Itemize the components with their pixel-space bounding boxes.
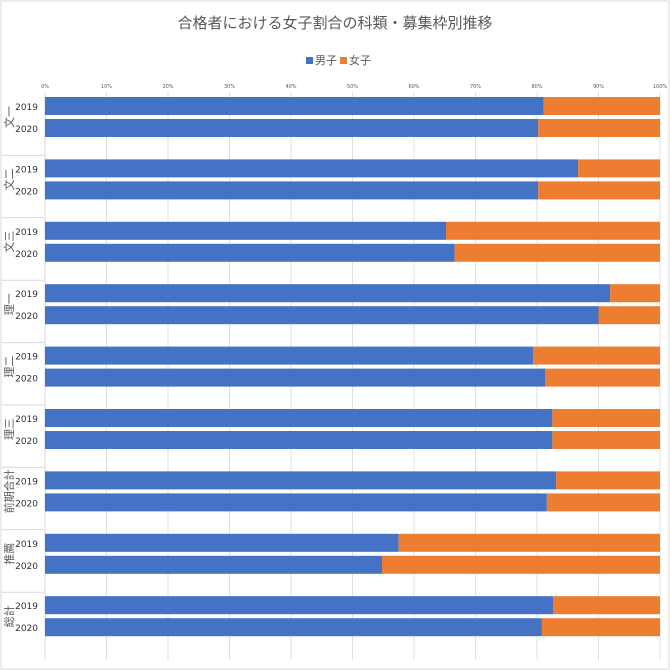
year-label-6-2019: 2019 xyxy=(15,477,38,487)
group-label-6: 前期合計 xyxy=(2,469,16,513)
legend-label-male: 男子 xyxy=(315,54,337,67)
legend-swatch-female xyxy=(340,57,347,64)
year-label-2-2020: 2020 xyxy=(15,250,38,260)
bar-male-0-2019 xyxy=(45,97,544,115)
year-label-4-2019: 2019 xyxy=(15,353,38,363)
x-tick-label-9: 90% xyxy=(593,84,604,90)
bar-male-7-2019 xyxy=(45,533,399,552)
year-label-3-2020: 2020 xyxy=(15,312,38,322)
x-tick-label-6: 60% xyxy=(408,84,419,90)
year-label-2-2019: 2019 xyxy=(15,228,38,238)
group-label-5: 理三 xyxy=(3,418,16,440)
x-tick-label-10: 100% xyxy=(653,84,668,90)
bar-male-0-2020 xyxy=(45,119,539,137)
bar-female-3-2019 xyxy=(610,284,660,303)
year-label-8-2020: 2020 xyxy=(15,624,38,634)
legend: 男子 女子 xyxy=(306,53,371,67)
x-tick-label-2: 20% xyxy=(162,84,173,90)
bar-female-7-2019 xyxy=(398,533,660,552)
bar-male-6-2020 xyxy=(45,493,547,512)
bar-female-7-2020 xyxy=(382,555,660,574)
bar-female-4-2019 xyxy=(533,346,660,365)
bar-female-0-2019 xyxy=(543,97,660,115)
bar-male-7-2020 xyxy=(45,555,383,574)
group-label-7: 推薦 xyxy=(2,543,16,565)
x-tick-label-0: 0% xyxy=(41,84,49,90)
bar-male-4-2019 xyxy=(45,346,534,365)
bar-female-1-2020 xyxy=(538,181,660,200)
x-tick-label-3: 30% xyxy=(224,84,235,90)
legend-swatch-male xyxy=(306,57,313,64)
x-tick-label-7: 70% xyxy=(470,84,481,90)
category-labels: 20192020文一20192020文二20192020文三20192020理一… xyxy=(2,103,45,634)
x-tick-label-8: 80% xyxy=(531,84,542,90)
x-tick-label-1: 10% xyxy=(101,84,112,90)
year-label-5-2020: 2020 xyxy=(15,437,38,447)
bar-female-0-2020 xyxy=(538,119,660,137)
group-label-2: 文三 xyxy=(2,231,16,253)
bar-male-3-2019 xyxy=(45,284,611,303)
bar-male-8-2020 xyxy=(45,618,542,637)
year-label-7-2020: 2020 xyxy=(15,562,38,572)
bar-female-5-2019 xyxy=(552,409,660,427)
year-label-6-2020: 2020 xyxy=(15,499,38,509)
x-tick-label-4: 40% xyxy=(285,84,296,90)
group-label-3: 理一 xyxy=(3,293,16,315)
bar-male-1-2020 xyxy=(45,181,539,200)
bar-female-6-2020 xyxy=(546,493,660,512)
bar-male-3-2020 xyxy=(45,306,599,325)
bar-female-2-2019 xyxy=(445,221,660,240)
group-label-0: 文一 xyxy=(2,106,16,128)
year-label-1-2020: 2020 xyxy=(15,187,38,197)
bar-female-6-2019 xyxy=(556,471,660,490)
year-label-0-2019: 2019 xyxy=(15,103,38,113)
bar-male-1-2019 xyxy=(45,159,579,178)
bar-male-5-2020 xyxy=(45,431,553,449)
year-label-5-2019: 2019 xyxy=(15,415,38,425)
bar-male-5-2019 xyxy=(45,409,553,427)
bar-male-2-2019 xyxy=(45,221,446,240)
group-label-8: 総計 xyxy=(2,605,16,627)
bar-female-8-2019 xyxy=(552,596,660,615)
year-label-8-2019: 2019 xyxy=(15,602,38,612)
bar-male-2-2020 xyxy=(45,243,455,262)
year-label-4-2020: 2020 xyxy=(15,375,38,385)
group-label-4: 理二 xyxy=(3,356,16,378)
year-label-0-2020: 2020 xyxy=(15,125,38,135)
bar-female-8-2020 xyxy=(541,618,660,637)
group-label-1: 文二 xyxy=(2,168,16,190)
bar-female-3-2020 xyxy=(598,306,660,325)
bar-female-2-2020 xyxy=(454,243,660,262)
bar-female-5-2020 xyxy=(552,431,660,449)
bar-female-4-2020 xyxy=(544,368,660,387)
bar-male-4-2020 xyxy=(45,368,545,387)
bar-male-8-2019 xyxy=(45,596,553,615)
year-label-3-2019: 2019 xyxy=(15,290,38,300)
legend-label-female: 女子 xyxy=(349,53,371,67)
bars xyxy=(45,97,660,637)
bar-male-6-2019 xyxy=(45,471,557,490)
year-label-7-2019: 2019 xyxy=(15,540,38,550)
year-label-1-2019: 2019 xyxy=(15,165,38,175)
x-tick-label-5: 50% xyxy=(347,84,358,90)
x-axis-ticks: 0% 10% 20% 30% 40% 50% 60% 70% 80% 90% 100% xyxy=(41,84,667,90)
chart-title: 合格者における女子割合の科類・募集枠別推移 xyxy=(177,14,492,32)
bar-female-1-2019 xyxy=(578,159,660,178)
